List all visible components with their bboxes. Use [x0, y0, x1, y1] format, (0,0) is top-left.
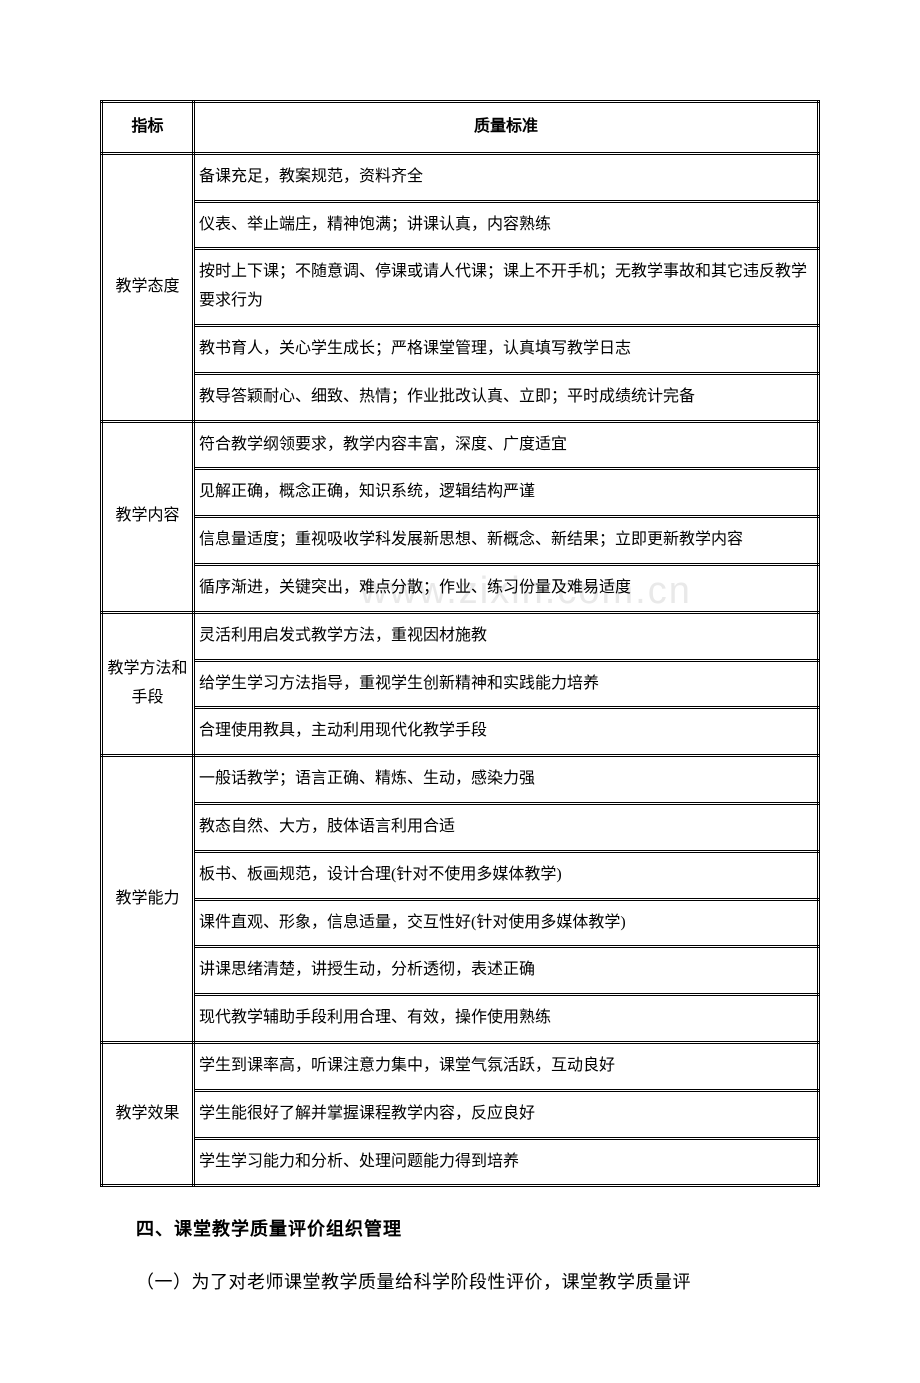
table-row: 学生能很好了解并掌握课程教学内容，反应良好: [102, 1090, 819, 1138]
table-row: 按时上下课；不随意调、停课或请人代课；课上不开手机；无教学事故和其它违反教学要求…: [102, 249, 819, 326]
criteria-cell: 教态自然、大方，肢体语言利用合适: [194, 803, 819, 851]
page-content: 指标 质量标准 教学态度 备课充足，教案规范，资料齐全 仪表、举止端庄，精神饱满…: [100, 100, 820, 1303]
table-row: 教学态度 备课充足，教案规范，资料齐全: [102, 153, 819, 201]
criteria-cell: 合理使用教具，主动利用现代化教学手段: [194, 708, 819, 756]
criteria-table: 指标 质量标准 教学态度 备课充足，教案规范，资料齐全 仪表、举止端庄，精神饱满…: [100, 100, 820, 1187]
criteria-cell: 信息量适度；重视吸收学科发展新思想、新概念、新结果；立即更新教学内容: [194, 517, 819, 565]
group-label: 教学能力: [102, 756, 194, 1043]
table-row: 教学内容 符合教学纲领要求，教学内容丰富，深度、广度适宜: [102, 421, 819, 469]
criteria-cell: 仪表、举止端庄，精神饱满；讲课认真，内容熟练: [194, 201, 819, 249]
table-row: 循序渐进，关键突出，难点分散；作业、练习份量及难易适度: [102, 564, 819, 612]
criteria-cell: 给学生学习方法指导，重视学生创新精神和实践能力培养: [194, 660, 819, 708]
criteria-cell: 符合教学纲领要求，教学内容丰富，深度、广度适宜: [194, 421, 819, 469]
criteria-cell: 课件直观、形象，信息适量，交互性好(针对使用多媒体教学): [194, 899, 819, 947]
body-paragraph: （一）为了对老师课堂教学质量给科学阶段性评价，课堂教学质量评: [100, 1263, 820, 1303]
table-row: 教书育人，关心学生成长；严格课堂管理，认真填写教学日志: [102, 325, 819, 373]
table-row: 教导答颖耐心、细致、热情；作业批改认真、立即；平时成绩统计完备: [102, 373, 819, 421]
header-col-indicator: 指标: [102, 102, 194, 154]
criteria-cell: 学生能很好了解并掌握课程教学内容，反应良好: [194, 1090, 819, 1138]
group-label: 教学方法和手段: [102, 612, 194, 755]
criteria-cell: 教导答颖耐心、细致、热情；作业批改认真、立即；平时成绩统计完备: [194, 373, 819, 421]
table-row: 现代教学辅助手段利用合理、有效，操作使用熟练: [102, 995, 819, 1043]
criteria-cell: 学生学习能力和分析、处理问题能力得到培养: [194, 1138, 819, 1186]
table-header-row: 指标 质量标准: [102, 102, 819, 154]
criteria-cell: 一般话教学；语言正确、精炼、生动，感染力强: [194, 756, 819, 804]
group-label: 教学效果: [102, 1042, 194, 1185]
group-label: 教学态度: [102, 153, 194, 421]
table-row: 给学生学习方法指导，重视学生创新精神和实践能力培养: [102, 660, 819, 708]
criteria-cell: 讲课思绪清楚，讲授生动，分析透彻，表述正确: [194, 947, 819, 995]
table-row: 讲课思绪清楚，讲授生动，分析透彻，表述正确: [102, 947, 819, 995]
table-row: 教学方法和手段 灵活利用启发式教学方法，重视因材施教: [102, 612, 819, 660]
criteria-cell: 教书育人，关心学生成长；严格课堂管理，认真填写教学日志: [194, 325, 819, 373]
criteria-cell: 学生到课率高，听课注意力集中，课堂气氛活跃，互动良好: [194, 1042, 819, 1090]
criteria-cell: 按时上下课；不随意调、停课或请人代课；课上不开手机；无教学事故和其它违反教学要求…: [194, 249, 819, 326]
criteria-cell: 现代教学辅助手段利用合理、有效，操作使用熟练: [194, 995, 819, 1043]
table-row: 教学能力 一般话教学；语言正确、精炼、生动，感染力强: [102, 756, 819, 804]
criteria-cell: 板书、板画规范，设计合理(针对不使用多媒体教学): [194, 851, 819, 899]
table-row: 课件直观、形象，信息适量，交互性好(针对使用多媒体教学): [102, 899, 819, 947]
criteria-cell: 备课充足，教案规范，资料齐全: [194, 153, 819, 201]
table-row: 合理使用教具，主动利用现代化教学手段: [102, 708, 819, 756]
criteria-cell: 循序渐进，关键突出，难点分散；作业、练习份量及难易适度: [194, 564, 819, 612]
table-row: 教学效果 学生到课率高，听课注意力集中，课堂气氛活跃，互动良好: [102, 1042, 819, 1090]
criteria-cell: 见解正确，概念正确，知识系统，逻辑结构严谨: [194, 469, 819, 517]
header-col-standard: 质量标准: [194, 102, 819, 154]
table-row: 学生学习能力和分析、处理问题能力得到培养: [102, 1138, 819, 1186]
section-heading-4: 四、课堂教学质量评价组织管理: [100, 1215, 820, 1241]
table-row: 仪表、举止端庄，精神饱满；讲课认真，内容熟练: [102, 201, 819, 249]
table-row: 信息量适度；重视吸收学科发展新思想、新概念、新结果；立即更新教学内容: [102, 517, 819, 565]
table-row: 教态自然、大方，肢体语言利用合适: [102, 803, 819, 851]
table-row: 板书、板画规范，设计合理(针对不使用多媒体教学): [102, 851, 819, 899]
group-label: 教学内容: [102, 421, 194, 612]
table-row: 见解正确，概念正确，知识系统，逻辑结构严谨: [102, 469, 819, 517]
criteria-cell: 灵活利用启发式教学方法，重视因材施教: [194, 612, 819, 660]
